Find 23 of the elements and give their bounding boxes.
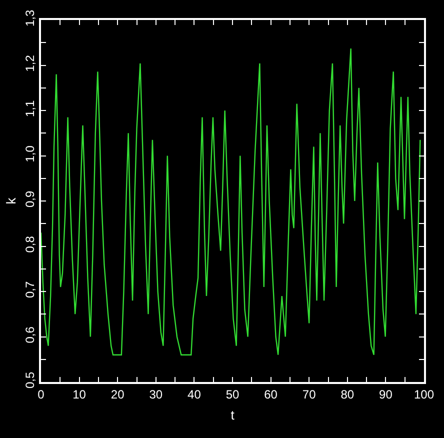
x-tick-label: 50 — [226, 387, 240, 402]
line-series — [41, 48, 421, 356]
y-tick-label: 1,2 — [23, 54, 38, 72]
y-tick-label: 1,3 — [23, 10, 38, 27]
x-tick-label: 40 — [188, 387, 202, 402]
y-tick-label: 1,0 — [23, 145, 38, 162]
y-tick-label: 0,7 — [23, 281, 38, 298]
y-tick-label: 0,5 — [23, 372, 38, 389]
y-tick-label: 0,6 — [23, 326, 38, 344]
x-tick-label: 100 — [414, 387, 434, 402]
x-tick-label: 60 — [264, 387, 278, 402]
y-tick-label: 1,1 — [23, 100, 38, 118]
y-tick-label: 0,8 — [23, 236, 38, 253]
x-tick-label: 70 — [302, 387, 316, 402]
x-tick-label: 0 — [38, 387, 45, 402]
y-tick-label: 0,9 — [23, 190, 38, 208]
x-tick-label: 10 — [72, 387, 86, 402]
x-tick-label: 30 — [149, 387, 163, 402]
x-tick-label: 20 — [110, 387, 125, 402]
x-tick-label: 80 — [340, 387, 354, 402]
x-tick-label: 90 — [379, 387, 393, 402]
x-axis-title: t — [230, 408, 235, 422]
y-axis-title: k — [4, 197, 19, 204]
